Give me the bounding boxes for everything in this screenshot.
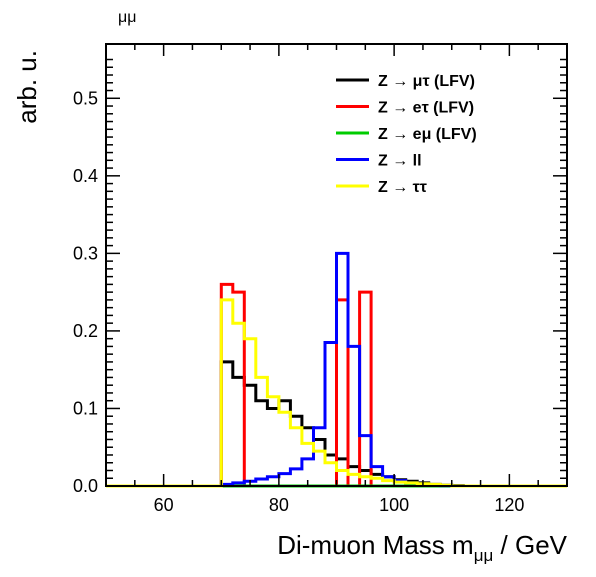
x-tick-label: 120 [494, 495, 524, 515]
legend-label: Z → eτ (LFV) [378, 100, 474, 117]
x-axis-label: Di-muon Mass mμμ / GeV [277, 530, 567, 565]
y-tick-label: 0.0 [73, 476, 98, 496]
x-axis-label-main: Di-muon Mass m [277, 530, 473, 560]
y-tick-label: 0.2 [73, 321, 98, 341]
legend-label: Z → ll [378, 153, 422, 170]
y-axis-label: arb. u. [12, 50, 42, 124]
top-label: μμ [118, 9, 136, 26]
legend-label: Z → eμ (LFV) [378, 126, 477, 143]
legend-label: Z → μτ (LFV) [378, 73, 475, 90]
y-tick-label: 0.3 [73, 243, 98, 263]
legend-label: Z → ττ [378, 179, 427, 196]
y-tick-label: 0.5 [73, 88, 98, 108]
legend: Z → μτ (LFV) Z → eτ (LFV) Z → eμ (LFV) Z → … [336, 73, 477, 196]
y-tick-label: 0.1 [73, 398, 98, 418]
axes-layer: 60 80 100 120 0.0 0.1 0.2 0.3 0.4 0.5 [73, 43, 568, 515]
x-tick-label: 80 [269, 495, 289, 515]
x-tick-label: 60 [154, 495, 174, 515]
x-axis-label-unit: / GeV [493, 530, 567, 560]
x-tick-label: 100 [379, 495, 409, 515]
y-tick-label: 0.4 [73, 166, 98, 186]
x-axis-label-subscript: μμ [474, 546, 494, 565]
